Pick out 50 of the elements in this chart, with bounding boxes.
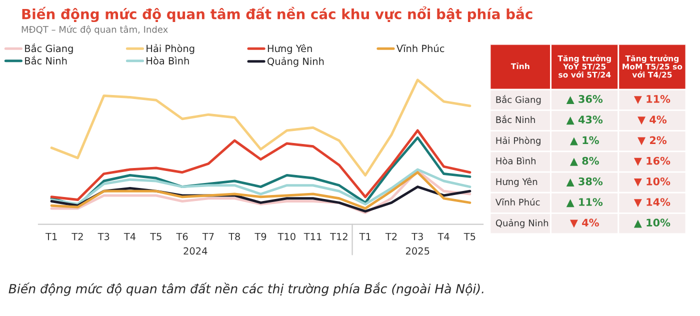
x-tick-label: T3 [412, 232, 423, 240]
x-tick-label: T2 [385, 232, 397, 240]
x-tick-label: T5 [464, 232, 476, 240]
text: ▼ 14% [634, 198, 670, 208]
category-label: Bắc Giang [496, 94, 541, 105]
text: ▼ 4% [638, 116, 667, 125]
x-tick-label: T4 [438, 232, 450, 240]
text: ▼ 16% [634, 156, 670, 166]
text: Biến động mức độ quan tâm đất nền các thị trường phía Bắc (ngoài Hà Nội). [8, 282, 484, 296]
category-label: Bắc Ninh [496, 115, 535, 124]
text: ▼ 2% [638, 136, 667, 146]
legend-label: Hưng Yên [268, 44, 312, 54]
x-tick-label: T1 [359, 232, 371, 240]
category-label: Vĩnh Phúc [495, 198, 540, 206]
category-label: Hải Phòng [496, 136, 540, 146]
text: ▲ 36% [566, 95, 603, 104]
legend-label: Quảng Ninh [268, 56, 324, 67]
text: ▲ 8% [570, 156, 599, 166]
text: ▼ 11% [634, 95, 670, 104]
legend-label: Hải Phòng [146, 44, 194, 54]
x-tick-label: T6 [176, 232, 188, 240]
text: ▲ 43% [566, 116, 603, 125]
x-tick-label: T2 [72, 232, 83, 240]
x-tick-label: T8 [228, 232, 240, 240]
text: ▲ 38% [566, 177, 603, 186]
category-label: Quảng Ninh [496, 218, 548, 228]
legend-label: Hòa Bình [146, 56, 189, 64]
x-tick-label: T5 [150, 232, 162, 240]
legend-label: Vĩnh Phúc [396, 44, 444, 52]
text: ▲ 1% [570, 136, 599, 146]
category-label: Hòa Bình [496, 156, 536, 164]
x-tick-label: T4 [124, 232, 136, 240]
chart-title: Biến động mức độ quan tâm đất nền các khu vực nổi bật phía bắc [22, 6, 532, 22]
category-label: Hưng Yên [496, 178, 538, 187]
text: ▲ 11% [566, 198, 603, 208]
legend-label: Bắc Ninh [25, 56, 67, 64]
x-tick-label: T9 [254, 232, 266, 240]
x-tick-label: T11 [304, 232, 322, 240]
x-tick-label: T3 [98, 232, 110, 240]
text: ▼ 10% [634, 177, 670, 186]
x-tick-label: T1 [45, 232, 57, 240]
x-tick-label: T10 [278, 232, 296, 240]
legend-label: Bắc Giang [25, 44, 73, 54]
text: ▼ 4% [570, 218, 599, 228]
x-tick-label: T7 [202, 232, 214, 240]
x-tick-label: T12 [330, 232, 348, 240]
chart-subtitle: MĐQT – Mức độ quan tâm, Index [22, 25, 168, 35]
text: ▲ 10% [634, 218, 670, 228]
text: 2025 [406, 247, 430, 255]
text: 2024 [184, 247, 208, 255]
